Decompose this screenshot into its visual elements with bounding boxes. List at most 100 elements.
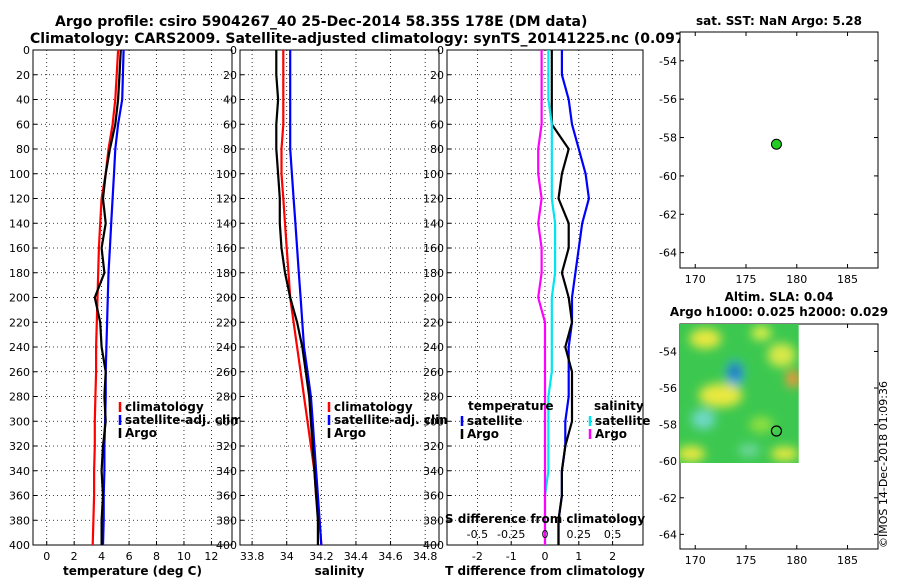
y-tick-label: 120 — [216, 193, 237, 206]
y-tick-label: 240 — [423, 341, 444, 354]
y-tick-label: 140 — [423, 217, 444, 230]
legend-title-salinity: salinity — [594, 399, 644, 413]
series-line-argo — [275, 50, 319, 545]
map-y-tick-label: -60 — [659, 170, 677, 183]
y-tick-label: 140 — [9, 217, 30, 230]
x-tick-label: 0 — [43, 550, 50, 563]
y-tick-label: 180 — [423, 267, 444, 280]
y-tick-label: 280 — [423, 391, 444, 404]
x-axis-label: temperature (deg C) — [63, 564, 202, 578]
sst-map-panel: 170 175 180 185 -54 -56 -58 -60 -62 -64 sat. SST: … — [659, 14, 879, 286]
y-tick-label: 240 — [9, 341, 30, 354]
y-tick-label: 380 — [216, 514, 237, 527]
sla-map-panel: 170 175 180 185 -54 -56 -58 -60 -62 -64 Altim. SLA… — [659, 290, 888, 567]
y-tick-label: 140 — [216, 217, 237, 230]
map-y-tick-label: -62 — [659, 208, 677, 221]
x-tick-label: 2 — [71, 550, 78, 563]
sla-blob — [689, 328, 722, 349]
imos-watermark: ©IMOS 14-Dec-2018 01:09:36 — [877, 381, 890, 548]
legend-label: Argo — [334, 426, 366, 440]
salinity-panel: 33.8 34 34.2 34.4 34.6 34.8 0 20 40 60 80 100 120 140… — [216, 44, 456, 578]
y-tick-label: 300 — [9, 415, 30, 428]
y-tick-label: 40 — [223, 94, 237, 107]
sla-blob — [767, 343, 796, 368]
sla-blob — [751, 326, 772, 341]
s-tick-label: -0.25 — [497, 528, 525, 541]
y-tick-label: 260 — [9, 366, 30, 379]
y-tick-label: 80 — [430, 143, 444, 156]
y-tick-label: 60 — [16, 118, 30, 131]
x-tick-label: 1 — [575, 550, 582, 563]
legend-label: satellite — [595, 414, 650, 428]
map-y-tick-label: -62 — [659, 492, 677, 505]
y-tick-label: 240 — [216, 341, 237, 354]
y-tick-label: 280 — [216, 391, 237, 404]
title-line-2: Climatology: CARS2009. Satellite-adjuste… — [30, 31, 758, 47]
y-tick-label: 380 — [9, 514, 30, 527]
y-tick-label: 400 — [216, 539, 237, 552]
map-x-tick-label: 185 — [837, 554, 858, 567]
map-y-tick-label: -64 — [659, 247, 677, 260]
y-tick-label: 20 — [223, 69, 237, 82]
s-axis-label: S difference from climatology — [445, 512, 645, 526]
y-tick-label: 160 — [423, 242, 444, 255]
map-x-tick-label: 175 — [736, 273, 757, 286]
y-tick-label: 300 — [423, 415, 444, 428]
y-tick-label: 200 — [423, 292, 444, 305]
x-axis-label: T difference from climatology — [445, 564, 645, 578]
x-tick-label: 34.4 — [344, 550, 369, 563]
x-tick-label: 34 — [280, 550, 294, 563]
y-tick-label: 180 — [216, 267, 237, 280]
y-tick-label: 20 — [430, 69, 444, 82]
series-line-s-satellite — [543, 50, 557, 545]
series-line-t-argo — [550, 50, 574, 545]
y-tick-label: 100 — [9, 168, 30, 181]
y-tick-label: 60 — [430, 118, 444, 131]
map-y-tick-label: -58 — [659, 419, 677, 432]
legend-label: climatology — [125, 400, 204, 414]
map-x-tick-label: 175 — [736, 554, 757, 567]
sla-blob — [738, 444, 761, 457]
legend-label: Argo — [467, 427, 499, 441]
series-line-s-argo — [537, 50, 547, 545]
y-tick-label: 80 — [16, 143, 30, 156]
y-tick-label: 200 — [9, 292, 30, 305]
y-tick-label: 160 — [216, 242, 237, 255]
legend-title-temperature: temperature — [468, 399, 553, 413]
y-tick-label: 80 — [223, 143, 237, 156]
s-tick-label: 0.25 — [567, 528, 592, 541]
plot-frame — [32, 49, 233, 546]
map-y-tick-label: -56 — [659, 382, 677, 395]
series-line-satellite-adj-clim- — [289, 50, 323, 546]
sla-map-title-2: Argo h1000: 0.025 h2000: 0.029 — [670, 305, 888, 319]
y-tick-label: 0 — [437, 44, 444, 57]
sla-blob — [770, 446, 799, 461]
y-tick-label: 0 — [23, 44, 30, 57]
map-y-tick-label: -54 — [659, 55, 677, 68]
sla-blob — [730, 365, 739, 378]
y-tick-label: 40 — [16, 94, 30, 107]
sla-blob — [691, 409, 716, 430]
x-tick-label: -2 — [472, 550, 483, 563]
map-y-tick-label: -64 — [659, 528, 677, 541]
y-tick-label: 120 — [9, 193, 30, 206]
map-x-tick-label: 170 — [685, 554, 706, 567]
difference-panel: -2 -1 0 1 2020406080100120140160180200220240… — [423, 44, 650, 578]
x-tick-label: 2 — [609, 550, 616, 563]
x-tick-label: -1 — [506, 550, 517, 563]
sla-blob — [698, 383, 743, 408]
y-tick-label: 220 — [423, 316, 444, 329]
y-tick-label: 360 — [9, 490, 30, 503]
sst-map-title: sat. SST: NaN Argo: 5.28 — [696, 14, 862, 28]
legend-label: satellite — [467, 414, 522, 428]
series-line-climatology — [91, 49, 120, 546]
y-tick-label: 320 — [216, 440, 237, 453]
map-y-tick-label: -60 — [659, 455, 677, 468]
sla-heatmap — [680, 324, 799, 464]
series-line-argo — [93, 49, 122, 545]
y-tick-label: 60 — [223, 118, 237, 131]
y-tick-label: 200 — [216, 292, 237, 305]
map-y-tick-label: -58 — [659, 132, 677, 145]
x-tick-label: 4 — [98, 550, 105, 563]
